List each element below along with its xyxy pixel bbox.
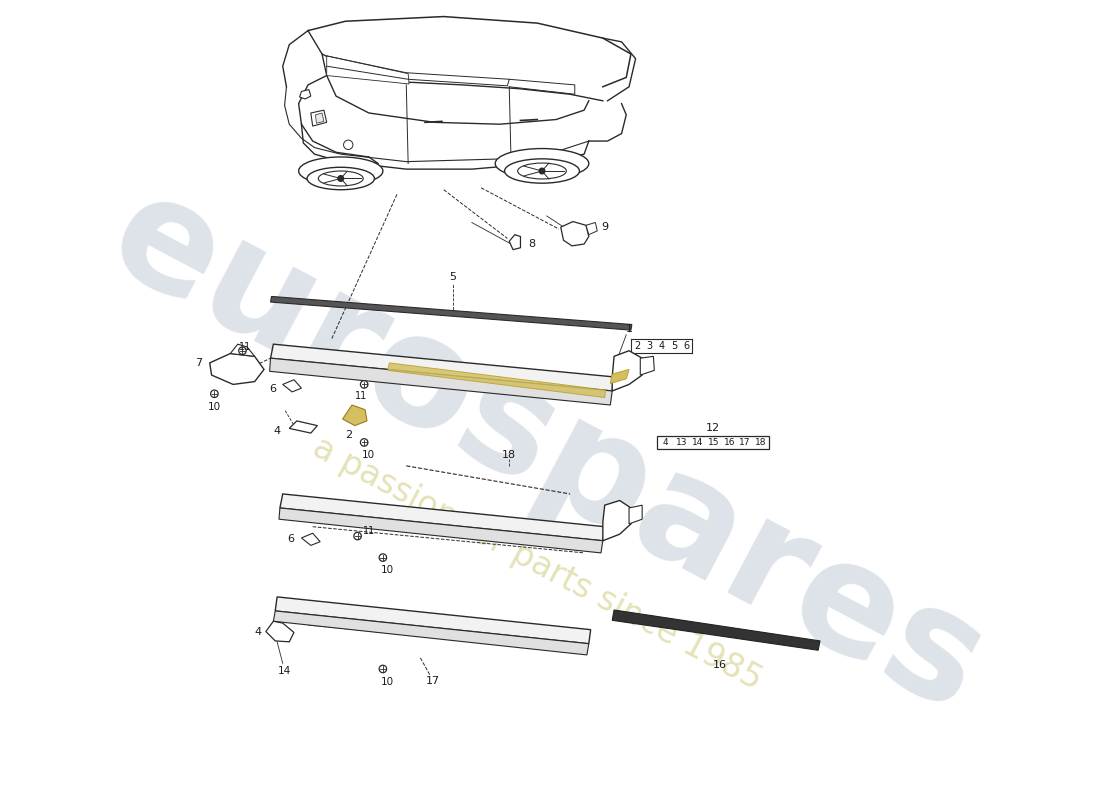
Text: 11: 11 <box>239 342 252 352</box>
Text: 10: 10 <box>208 402 221 412</box>
Text: 12: 12 <box>706 423 721 434</box>
Text: 10: 10 <box>381 565 394 574</box>
Polygon shape <box>275 597 591 644</box>
Polygon shape <box>289 421 318 433</box>
Text: 14: 14 <box>278 666 292 676</box>
Text: 18: 18 <box>503 450 516 460</box>
Polygon shape <box>509 234 520 250</box>
Text: 10: 10 <box>362 450 375 460</box>
Polygon shape <box>327 56 409 84</box>
Circle shape <box>361 381 367 388</box>
Text: 1: 1 <box>626 324 632 334</box>
Circle shape <box>379 666 386 673</box>
Polygon shape <box>342 405 367 426</box>
Text: 11: 11 <box>355 390 367 401</box>
Text: 4: 4 <box>662 438 669 447</box>
Ellipse shape <box>318 171 363 186</box>
Polygon shape <box>283 380 301 392</box>
Text: 6: 6 <box>268 384 276 394</box>
Polygon shape <box>301 534 320 546</box>
Text: 6: 6 <box>683 341 690 351</box>
Polygon shape <box>210 354 264 385</box>
Ellipse shape <box>518 163 567 179</box>
Polygon shape <box>266 622 294 642</box>
Ellipse shape <box>495 149 588 178</box>
Circle shape <box>539 168 544 174</box>
Text: 8: 8 <box>528 239 536 249</box>
Polygon shape <box>230 344 254 356</box>
Circle shape <box>379 554 386 562</box>
Text: 3: 3 <box>647 341 652 351</box>
Polygon shape <box>613 350 642 391</box>
Text: 6: 6 <box>287 534 295 544</box>
Text: 4: 4 <box>659 341 664 351</box>
Text: 14: 14 <box>692 438 703 447</box>
Polygon shape <box>279 508 603 553</box>
Polygon shape <box>561 222 588 246</box>
Circle shape <box>361 438 367 446</box>
Polygon shape <box>316 113 323 123</box>
Text: 5: 5 <box>671 341 678 351</box>
Circle shape <box>338 176 343 182</box>
Ellipse shape <box>505 159 580 183</box>
Polygon shape <box>274 611 588 655</box>
Text: 17: 17 <box>426 676 440 686</box>
Polygon shape <box>629 505 642 524</box>
Text: 13: 13 <box>675 438 688 447</box>
Text: 16: 16 <box>713 660 727 670</box>
Polygon shape <box>299 90 311 99</box>
Polygon shape <box>271 344 614 391</box>
Text: 4: 4 <box>255 627 262 638</box>
Polygon shape <box>270 358 613 405</box>
Text: 16: 16 <box>724 438 735 447</box>
Polygon shape <box>586 222 597 234</box>
Polygon shape <box>610 370 629 383</box>
Text: 2: 2 <box>635 341 640 351</box>
Text: 18: 18 <box>756 438 767 447</box>
Ellipse shape <box>298 157 383 185</box>
Polygon shape <box>271 297 631 330</box>
Ellipse shape <box>307 167 374 190</box>
Bar <box>657 436 770 449</box>
Polygon shape <box>279 494 605 541</box>
Polygon shape <box>613 610 820 650</box>
Text: a passion for parts since 1985: a passion for parts since 1985 <box>307 431 768 697</box>
Text: 17: 17 <box>739 438 751 447</box>
Polygon shape <box>387 363 606 398</box>
Text: 9: 9 <box>602 222 608 232</box>
Polygon shape <box>603 501 631 541</box>
Circle shape <box>239 347 246 354</box>
Text: 4: 4 <box>274 426 280 436</box>
Text: 7: 7 <box>195 358 202 368</box>
Text: 5: 5 <box>450 272 456 282</box>
Text: 15: 15 <box>707 438 719 447</box>
Text: 2: 2 <box>344 430 352 440</box>
Circle shape <box>210 390 218 398</box>
Circle shape <box>354 532 361 540</box>
Text: eurospares: eurospares <box>85 159 1008 744</box>
Text: 10: 10 <box>381 677 394 687</box>
Polygon shape <box>640 356 654 375</box>
Text: 11: 11 <box>363 526 375 536</box>
